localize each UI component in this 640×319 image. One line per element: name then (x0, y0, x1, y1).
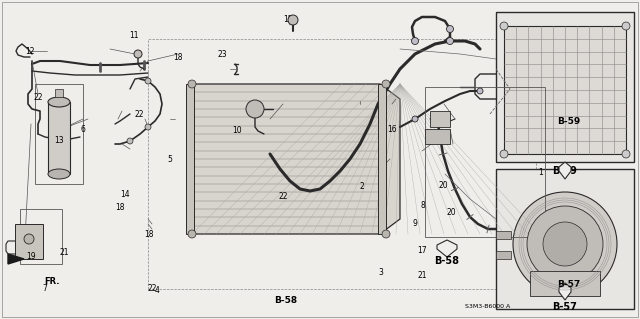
Circle shape (527, 206, 603, 282)
Ellipse shape (48, 97, 70, 107)
Text: 3: 3 (378, 268, 383, 277)
Text: 5: 5 (167, 155, 172, 164)
Text: 19: 19 (26, 252, 36, 261)
Text: 22: 22 (148, 284, 157, 293)
Text: 8: 8 (420, 201, 425, 210)
Polygon shape (437, 240, 457, 257)
Circle shape (477, 88, 483, 94)
Text: 23: 23 (218, 50, 228, 59)
Bar (148, 39, 536, 289)
Text: 21: 21 (418, 271, 427, 280)
Circle shape (127, 138, 133, 144)
Bar (23, 229, 35, 237)
Text: S3M3-B6000 A: S3M3-B6000 A (465, 304, 510, 309)
Text: 4: 4 (154, 286, 159, 295)
Circle shape (145, 78, 151, 84)
Circle shape (288, 15, 298, 25)
Text: B-58: B-58 (275, 296, 298, 305)
Text: 1: 1 (538, 168, 543, 177)
Bar (55, 89, 63, 97)
Polygon shape (559, 162, 571, 179)
Bar (425, 87, 545, 237)
Polygon shape (192, 84, 400, 234)
Bar (496, 251, 511, 259)
Text: 12: 12 (26, 47, 35, 56)
Circle shape (188, 230, 196, 238)
Bar (23, 241, 41, 259)
Polygon shape (8, 254, 24, 264)
Text: B-58: B-58 (435, 256, 460, 266)
Text: B-57: B-57 (552, 302, 577, 312)
Polygon shape (559, 283, 571, 300)
Text: 17: 17 (417, 246, 428, 255)
Text: 14: 14 (120, 190, 130, 199)
Circle shape (500, 150, 508, 158)
Text: 20: 20 (438, 181, 449, 189)
Text: 15: 15 (283, 15, 293, 24)
Text: 10: 10 (232, 126, 242, 135)
Bar (15, 224, 43, 259)
Text: 18: 18 (144, 230, 153, 239)
Circle shape (412, 38, 419, 44)
Circle shape (500, 22, 508, 30)
Circle shape (622, 150, 630, 158)
Text: 6: 6 (81, 125, 86, 134)
Ellipse shape (48, 169, 70, 179)
Text: FR.: FR. (45, 277, 60, 286)
Bar (35, 84, 83, 184)
Bar (496, 231, 511, 239)
Text: 20: 20 (446, 208, 456, 217)
Circle shape (24, 236, 40, 252)
Circle shape (447, 38, 454, 44)
Text: 13: 13 (54, 136, 64, 145)
Bar (20, 209, 62, 264)
Polygon shape (425, 129, 450, 144)
Circle shape (622, 22, 630, 30)
Circle shape (412, 116, 418, 122)
Circle shape (543, 222, 587, 266)
Circle shape (246, 100, 264, 118)
Circle shape (447, 26, 454, 33)
Text: 21: 21 (60, 248, 68, 256)
Circle shape (382, 80, 390, 88)
Text: B-59: B-59 (557, 117, 580, 126)
Polygon shape (430, 111, 450, 127)
Circle shape (145, 124, 151, 130)
Circle shape (382, 230, 390, 238)
Circle shape (188, 80, 196, 88)
Text: 22: 22 (135, 110, 144, 119)
Text: B-59: B-59 (552, 166, 577, 176)
Bar (48, 102, 70, 174)
Bar (530, 271, 600, 296)
Bar (378, 84, 386, 234)
Circle shape (24, 234, 34, 244)
Text: 7: 7 (42, 284, 47, 293)
Text: 18: 18 (116, 203, 125, 212)
Circle shape (513, 192, 617, 296)
Text: 9: 9 (412, 219, 417, 228)
Text: 2: 2 (359, 182, 364, 191)
Text: 16: 16 (387, 125, 397, 134)
Circle shape (134, 50, 142, 58)
Bar (496, 12, 634, 162)
Text: 22: 22 (34, 93, 43, 102)
Text: 18: 18 (173, 53, 182, 62)
Text: B-57: B-57 (557, 280, 580, 289)
Text: 11: 11 (130, 31, 139, 40)
Bar (496, 169, 634, 309)
Text: 22: 22 (278, 192, 287, 201)
Bar (504, 26, 626, 154)
Bar (186, 84, 194, 234)
